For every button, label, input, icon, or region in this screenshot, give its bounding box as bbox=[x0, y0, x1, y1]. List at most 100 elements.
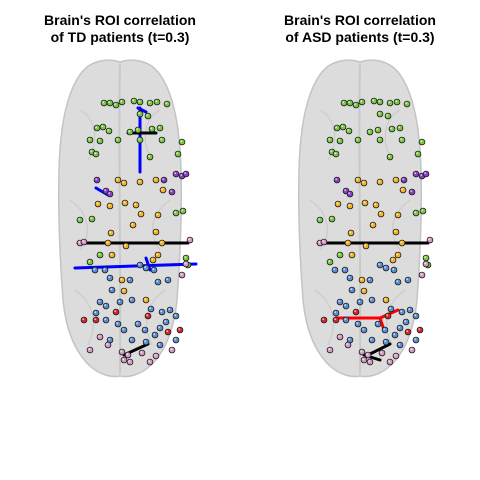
td-roi-node bbox=[76, 216, 84, 224]
td-roi-node-highlight bbox=[128, 130, 131, 133]
td-roi-node bbox=[86, 346, 94, 354]
asd-roi-node-highlight bbox=[390, 127, 393, 130]
td-roi-node-dot bbox=[146, 358, 154, 366]
td-roi-node-highlight bbox=[136, 322, 139, 325]
td-roi-node-highlight bbox=[94, 311, 97, 314]
td-roi-node bbox=[154, 211, 162, 219]
td-roi-node-highlight bbox=[153, 333, 156, 336]
td-roi-node bbox=[114, 136, 122, 144]
td-roi-node-highlight bbox=[164, 320, 167, 323]
asd-roi-node-highlight bbox=[404, 320, 407, 323]
asd-roi-node-dot bbox=[412, 312, 420, 320]
asd-roi-node-dot bbox=[347, 229, 355, 237]
td-roi-node-highlight bbox=[107, 129, 110, 132]
asd-roi-node-highlight bbox=[424, 262, 427, 265]
td-roi-node-highlight bbox=[156, 253, 159, 256]
asd-roi-node-dot bbox=[360, 179, 368, 187]
td-roi-node bbox=[108, 286, 116, 294]
asd-roi-node-dot bbox=[382, 338, 390, 346]
td-roi-node-highlight bbox=[93, 268, 96, 271]
td-roi-node bbox=[138, 349, 146, 357]
asd-roi-node bbox=[346, 274, 354, 282]
asd-roi-node-dot bbox=[345, 127, 353, 135]
td-roi-node-dot bbox=[120, 179, 128, 187]
td-roi-node bbox=[112, 308, 120, 316]
asd-roi-node bbox=[422, 260, 430, 268]
td-roi-node bbox=[120, 287, 128, 295]
td-roi-node-highlight bbox=[138, 100, 141, 103]
asd-roi-node bbox=[320, 316, 328, 324]
td-roi-node-highlight bbox=[130, 298, 133, 301]
td-roi-node bbox=[166, 306, 174, 314]
td-roi-node-highlight bbox=[178, 328, 181, 331]
asd-roi-node bbox=[346, 190, 354, 198]
asd-roi-node-highlight bbox=[378, 100, 381, 103]
asd-roi-node-dot bbox=[342, 302, 350, 310]
asd-roi-node-highlight bbox=[330, 217, 333, 220]
td-roi-node-highlight bbox=[170, 348, 173, 351]
td-roi-node-highlight bbox=[82, 240, 85, 243]
asd-roi-node bbox=[332, 309, 340, 317]
asd-roi-node-highlight bbox=[368, 278, 371, 281]
td-roi-node bbox=[100, 99, 108, 107]
td-roi-node-dot bbox=[156, 124, 164, 132]
td-roi-node bbox=[114, 176, 122, 184]
td-roi-node bbox=[174, 150, 182, 158]
td-roi-node-dot bbox=[126, 128, 134, 136]
asd-roi-node-dot bbox=[392, 352, 400, 360]
td-roi-node-dot bbox=[105, 127, 113, 135]
asd-roi-node-dot bbox=[396, 341, 404, 349]
td-roi-node-dot bbox=[168, 346, 176, 354]
td-roi-node bbox=[136, 136, 144, 144]
td-roi-node bbox=[80, 316, 88, 324]
asd-roi-node-dot bbox=[381, 326, 389, 334]
asd-roi-node-highlight bbox=[358, 300, 361, 303]
asd-roi-node bbox=[398, 136, 406, 144]
td-roi-node-dot bbox=[142, 296, 150, 304]
td-roi-node bbox=[136, 98, 144, 106]
td-roi-node-highlight bbox=[104, 318, 107, 321]
td-roi-node-highlight bbox=[138, 180, 141, 183]
td-roi-node-highlight bbox=[161, 188, 164, 191]
td-roi-node-dot bbox=[136, 136, 144, 144]
td-roi-node bbox=[104, 239, 112, 247]
td-roi-node-highlight bbox=[108, 192, 111, 195]
asd-roi-node bbox=[408, 346, 416, 354]
td-roi-node-highlight bbox=[151, 258, 154, 261]
asd-roi-node bbox=[386, 358, 394, 366]
asd-roi-node-highlight bbox=[348, 338, 351, 341]
asd-roi-node bbox=[347, 229, 355, 237]
td-roi-node-dot bbox=[136, 110, 144, 118]
td-roi-node-highlight bbox=[184, 172, 187, 175]
asd-roi-node-highlight bbox=[360, 350, 363, 353]
td-roi-node-highlight bbox=[108, 338, 111, 341]
asd-roi-node-highlight bbox=[370, 298, 373, 301]
asd-roi-node-highlight bbox=[393, 333, 396, 336]
asd-roi-node-highlight bbox=[384, 340, 387, 343]
td-roi-node-dot bbox=[172, 170, 180, 178]
asd-roi-node-highlight bbox=[388, 101, 391, 104]
asd-roi-node bbox=[344, 239, 352, 247]
asd-roi-node-highlight bbox=[380, 351, 383, 354]
td-roi-node-highlight bbox=[78, 241, 81, 244]
td-roi-node-dot bbox=[106, 190, 114, 198]
asd-midline bbox=[358, 63, 362, 375]
asd-roi-node-dot bbox=[336, 251, 344, 259]
td-roi-node bbox=[158, 136, 166, 144]
asd-roi-node-highlight bbox=[395, 100, 398, 103]
td-roi-node bbox=[172, 336, 180, 344]
asd-roi-node-dot bbox=[396, 124, 404, 132]
asd-roi-node-highlight bbox=[374, 203, 377, 206]
asd-roi-node-highlight bbox=[384, 266, 387, 269]
td-roi-node-dot bbox=[158, 239, 166, 247]
asd-roi-node-highlight bbox=[400, 241, 403, 244]
asd-roi-node bbox=[381, 326, 389, 334]
asd-roi-node-highlight bbox=[338, 335, 341, 338]
td-roi-node-highlight bbox=[146, 114, 149, 117]
asd-roi-node-dot bbox=[366, 128, 374, 136]
asd-roi-node-highlight bbox=[424, 256, 427, 259]
asd-roi-node-highlight bbox=[330, 150, 333, 153]
td-roi-node bbox=[126, 276, 134, 284]
asd-roi-node-highlight bbox=[414, 338, 417, 341]
td-roi-node-dot bbox=[147, 305, 155, 313]
